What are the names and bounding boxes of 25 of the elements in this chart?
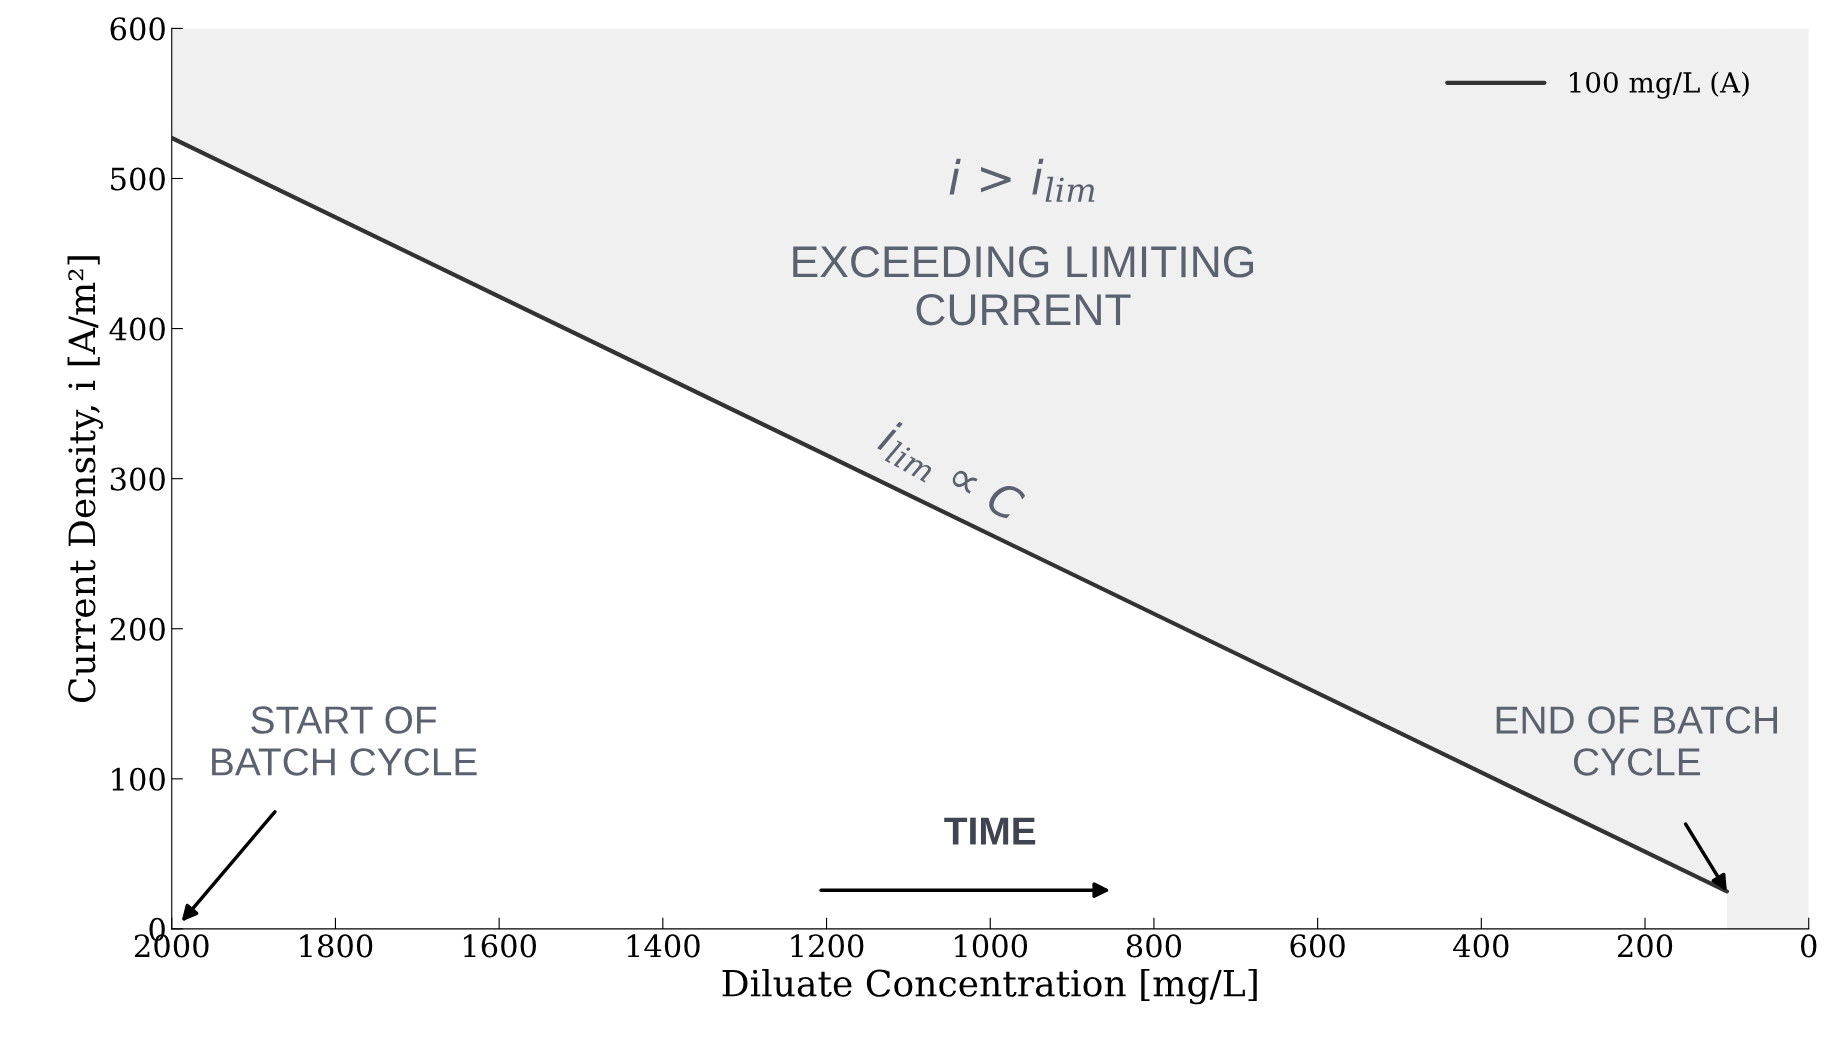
x-tick-label: 1800 xyxy=(300,934,373,958)
x-tick-label: 200 xyxy=(1617,934,1673,958)
y-axis-title: Current Density, i [A/m²] xyxy=(67,256,103,703)
annotation: TIME xyxy=(944,817,1036,845)
x-tick-label: 1400 xyxy=(627,934,700,958)
legend-label: 100 mg/L (A) xyxy=(1570,71,1749,99)
y-tick-label: 200 xyxy=(110,617,165,641)
y-tick-label: 600 xyxy=(110,17,165,41)
annotation: START OF BATCH CYCLE xyxy=(212,706,477,776)
y-tick-label: 500 xyxy=(111,167,165,191)
y-tick-label: 300 xyxy=(110,467,165,491)
annotation: END OF BATCH CYCLE xyxy=(1496,706,1777,776)
x-tick-label: 600 xyxy=(1290,934,1345,958)
y-tick-label: 100 xyxy=(112,767,165,791)
x-axis-title: Diluate Concentration [mg/L] xyxy=(722,968,1257,1005)
x-tick-label: 1000 xyxy=(955,934,1028,958)
x-tick-label: 800 xyxy=(1126,934,1182,958)
y-tick-label: 400 xyxy=(109,317,165,341)
x-tick-label: 1200 xyxy=(791,934,864,958)
x-tick-label: 400 xyxy=(1453,934,1509,958)
annotation: i > i$_{lim}$ xyxy=(949,158,1095,202)
annotation: EXCEEDING LIMITING CURRENT xyxy=(793,246,1254,326)
x-tick-label: 0 xyxy=(1801,934,1817,958)
x-tick-label: 1600 xyxy=(463,934,536,958)
annotation: i$_{lim}$ ∝ C xyxy=(873,418,1027,529)
